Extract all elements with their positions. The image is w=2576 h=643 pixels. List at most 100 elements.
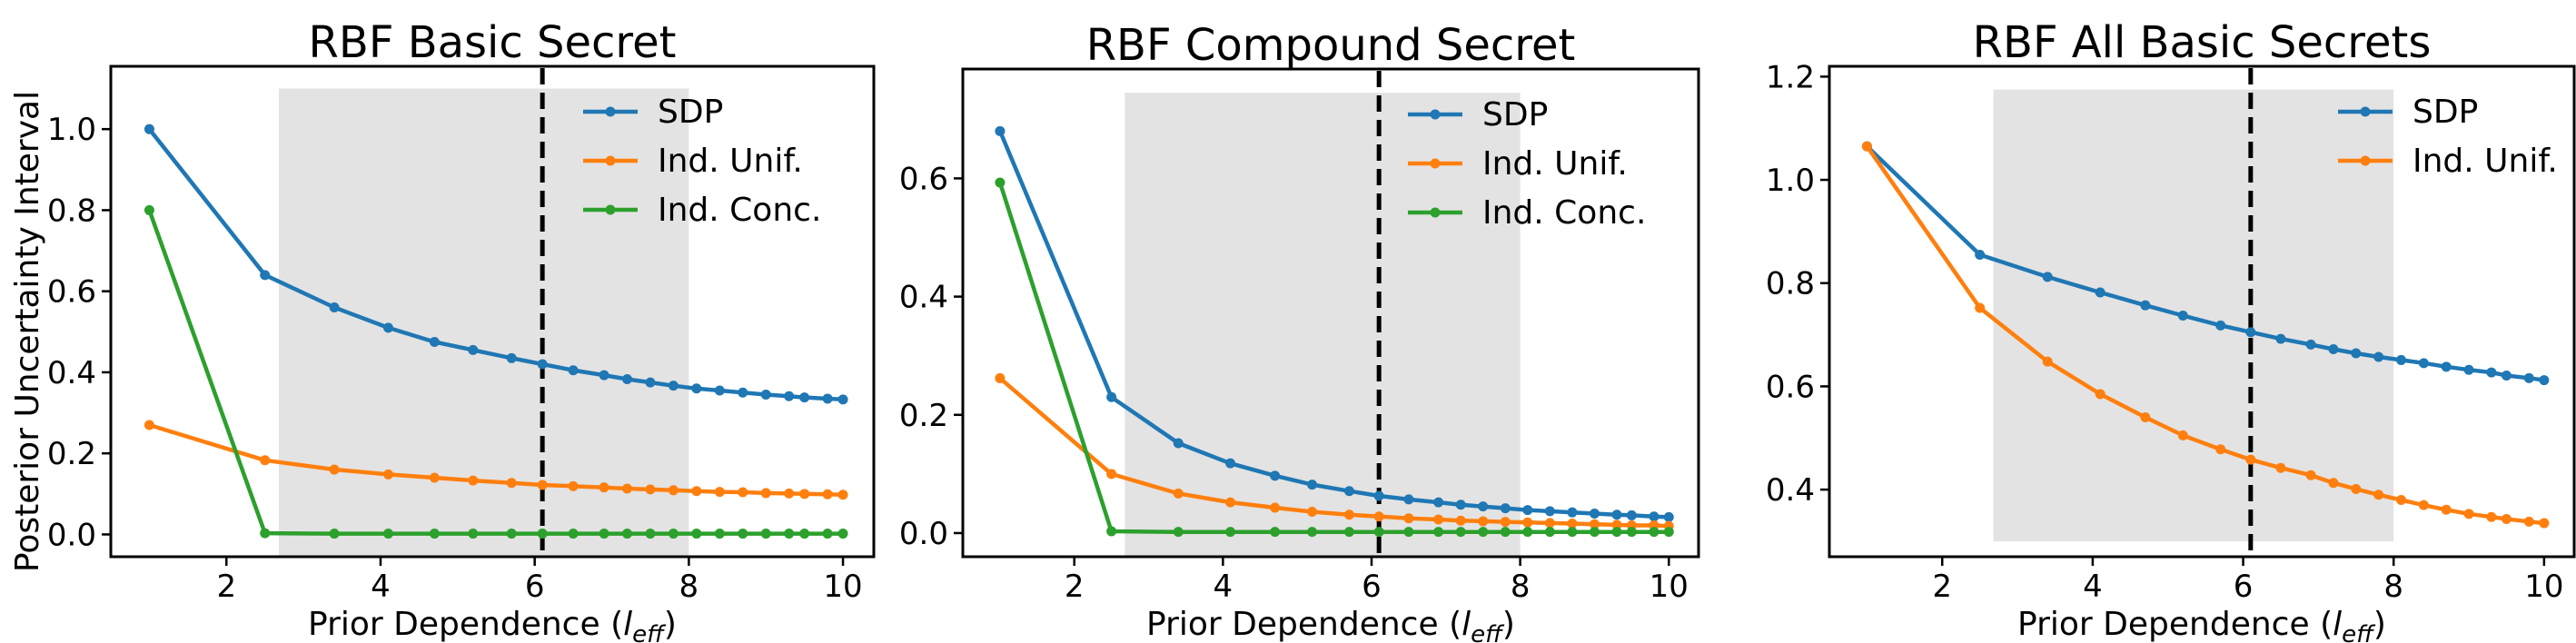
legend-label: SDP — [2413, 94, 2478, 131]
data-point — [714, 529, 725, 539]
data-point — [1611, 509, 1622, 520]
legend: SDP Ind. Unif. Ind. Conc. — [583, 94, 821, 229]
data-point — [2140, 412, 2151, 423]
data-point — [1522, 517, 1533, 528]
data-point — [2539, 375, 2550, 386]
data-point — [1522, 505, 1533, 516]
x-axis-label: Prior Dependence (leff) — [308, 606, 677, 643]
data-point — [1478, 527, 1489, 538]
data-point — [506, 529, 517, 539]
y-tick-label: 0.6 — [1766, 369, 1815, 405]
data-point — [668, 381, 679, 391]
legend-entry: Ind. Unif. — [2338, 143, 2558, 180]
shaded-region — [278, 88, 689, 557]
data-point — [506, 478, 517, 489]
x-axis-label-symbol: l — [2333, 606, 2342, 643]
data-point — [2395, 354, 2406, 365]
legend-marker — [1430, 207, 1441, 218]
data-point — [329, 529, 340, 539]
data-point — [1649, 511, 1660, 522]
x-axis-label-close: ) — [664, 606, 677, 643]
data-point — [2418, 500, 2429, 510]
data-point — [506, 352, 517, 363]
data-point — [1343, 509, 1354, 520]
data-point — [468, 529, 479, 539]
data-point — [1663, 511, 1674, 522]
legend-entry: Ind. Conc. — [1408, 194, 1646, 232]
data-point — [1106, 526, 1117, 537]
series-2 — [1861, 141, 2550, 529]
data-point — [2523, 372, 2534, 383]
data-point — [995, 125, 1006, 136]
data-point — [2305, 470, 2316, 480]
data-point — [1544, 506, 1555, 517]
x-axis-label-symbol: l — [1461, 606, 1471, 643]
series-3 — [144, 204, 848, 539]
legend-marker — [605, 204, 616, 215]
x-tick-label: 6 — [1362, 569, 1382, 605]
data-point — [1611, 519, 1622, 530]
data-point — [1500, 527, 1511, 538]
data-point — [1307, 480, 1318, 490]
data-point — [2539, 518, 2550, 529]
data-point — [537, 480, 548, 490]
data-point — [568, 365, 579, 376]
data-point — [691, 383, 702, 394]
data-point — [2523, 516, 2534, 527]
data-point — [2463, 364, 2474, 375]
data-point — [621, 374, 632, 385]
data-point — [1567, 507, 1578, 518]
plots-container: 2 4 6 8 10 0.0 0.2 0.4 0.6 0.8 1.0 RBF Basic Secret… — [47, 17, 2576, 643]
chart-title: RBF All Basic Secrets — [1973, 17, 2432, 68]
legend-label: SDP — [658, 94, 723, 131]
data-point — [668, 485, 679, 496]
y-tick-label: 1.0 — [1766, 163, 1815, 199]
data-point — [738, 487, 748, 498]
data-point — [1373, 527, 1384, 538]
legend-label: SDP — [1482, 96, 1548, 134]
data-point — [1225, 497, 1236, 508]
data-point — [2140, 300, 2151, 311]
data-point — [2215, 320, 2226, 331]
legend-entry: Ind. Unif. — [583, 143, 803, 180]
data-point — [799, 529, 810, 539]
data-point — [1478, 501, 1489, 512]
data-point — [1225, 527, 1236, 538]
data-point — [468, 344, 479, 355]
x-tick-label: 6 — [525, 569, 545, 605]
data-point — [738, 529, 748, 539]
chart-1: 2 4 6 8 10 0.0 0.2 0.4 0.6 0.8 1.0 RBF Basic Secret… — [47, 17, 876, 643]
legend: SDP Ind. Unif. — [2338, 94, 2558, 180]
x-tick-label: 10 — [1650, 569, 1689, 605]
x-tick-label: 2 — [1065, 569, 1085, 605]
data-point — [468, 475, 479, 486]
data-point — [784, 529, 795, 539]
data-point — [568, 480, 579, 491]
data-point — [1611, 527, 1622, 538]
data-point — [1589, 519, 1600, 529]
legend-label: Ind. Unif. — [2413, 143, 2558, 180]
data-point — [429, 529, 440, 539]
y-tick-label: 1.0 — [47, 112, 96, 148]
data-point — [1478, 516, 1489, 527]
legend-marker — [2360, 106, 2371, 117]
data-point — [1567, 527, 1578, 538]
data-point — [2441, 504, 2452, 515]
x-tick-label: 8 — [1511, 569, 1531, 605]
data-point — [822, 393, 833, 404]
data-point — [2177, 311, 2188, 322]
legend-label: Ind. Conc. — [1482, 194, 1646, 232]
data-point — [329, 302, 340, 313]
data-point — [260, 270, 271, 281]
data-point — [1106, 391, 1117, 402]
data-point — [645, 484, 656, 495]
data-point — [1403, 513, 1414, 524]
x-tick-label: 8 — [679, 569, 699, 605]
data-point — [2351, 484, 2362, 495]
shaded-region — [1993, 89, 2394, 541]
legend-entry: SDP — [583, 94, 723, 131]
data-point — [1663, 527, 1674, 538]
series-3 — [995, 177, 1674, 538]
data-point — [1343, 527, 1354, 538]
